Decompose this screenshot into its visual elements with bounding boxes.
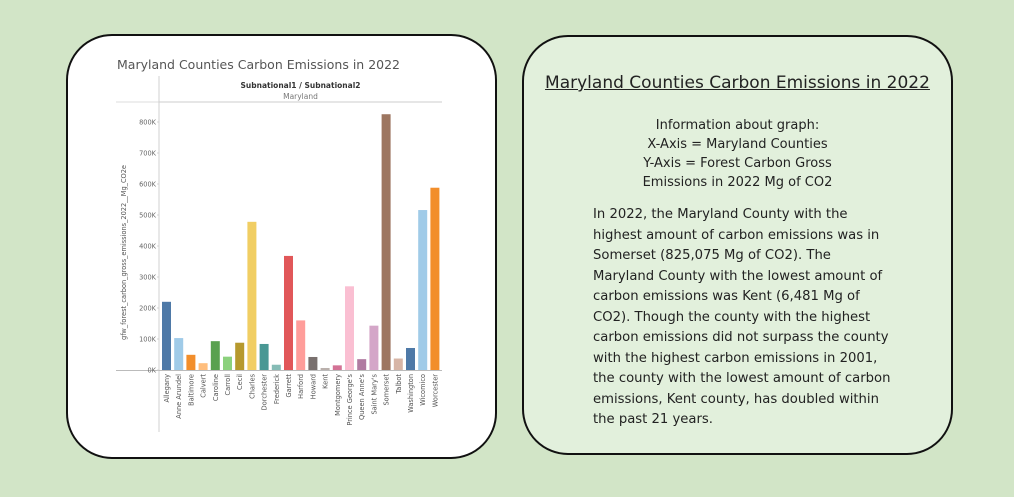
y-tick-label: 100K <box>139 336 157 344</box>
bar <box>369 325 379 370</box>
info-y-axis-line2: Emissions in 2022 Mg of CO2 <box>642 175 833 190</box>
info-y-axis-line1: Y-Axis = Forest Carbon Gross <box>643 156 832 171</box>
x-tick-label: Prince George's <box>346 373 354 425</box>
info-heading: Information about graph: <box>655 118 820 133</box>
bar <box>162 301 171 370</box>
y-tick-label: 0K <box>147 367 156 375</box>
y-tick-label: 400K <box>139 243 157 251</box>
x-tick-label: Somerset <box>383 374 391 406</box>
x-tick-label: Worcester <box>431 374 439 407</box>
bar <box>357 359 367 370</box>
bar <box>308 356 318 370</box>
x-tick-label: Baltimore <box>187 374 195 406</box>
bar <box>381 114 391 371</box>
x-tick-label: Talbot <box>395 374 403 395</box>
bar <box>296 320 306 370</box>
x-tick-label: Dorchester <box>261 374 269 411</box>
bar <box>430 187 440 370</box>
x-tick-label: Caroline <box>212 374 220 401</box>
info-x-axis: X-Axis = Maryland Counties <box>647 137 828 152</box>
bar <box>418 210 428 370</box>
x-tick-label: Howard <box>309 374 317 399</box>
x-tick-label: Kent <box>322 374 330 389</box>
x-tick-label: Washington <box>407 374 415 413</box>
x-tick-label: Cecil <box>236 374 244 390</box>
bar <box>235 342 245 370</box>
y-axis-title: gfw_forest_carbon_gross_emissions_2022__… <box>120 165 128 340</box>
x-tick-label: Montgomery <box>334 374 342 416</box>
bar <box>345 286 354 370</box>
bar <box>186 354 196 370</box>
x-tick-label: Queen Anne's <box>358 373 366 419</box>
bar <box>332 365 342 370</box>
x-tick-label: Harford <box>297 374 305 399</box>
bar <box>198 363 208 370</box>
x-tick-label: Garrett <box>285 374 293 398</box>
panel-title: Maryland Counties Carbon Emissions in 20… <box>545 73 930 93</box>
facet-header-top: Subnational1 / Subnational2 <box>241 81 361 90</box>
bar <box>284 255 293 370</box>
y-tick-label: 500K <box>139 212 157 220</box>
x-tick-label: Saint Mary's <box>370 373 378 414</box>
info-card <box>522 35 953 455</box>
summary-text: In 2022, the Maryland County with the hi… <box>593 207 891 427</box>
info-block: Information about graph: X-Axis = Maryla… <box>522 116 953 192</box>
y-tick-label: 200K <box>139 305 157 313</box>
x-tick-label: Frederick <box>273 374 281 404</box>
bar <box>210 341 220 370</box>
bar <box>247 221 257 370</box>
bar <box>174 338 184 370</box>
y-tick-label: 300K <box>139 274 157 282</box>
x-tick-label: Carroll <box>224 374 232 396</box>
y-tick-label: 600K <box>139 181 157 189</box>
chart-title: Maryland Counties Carbon Emissions in 20… <box>117 57 401 72</box>
y-tick-label: 800K <box>139 119 157 127</box>
bar <box>320 367 330 370</box>
bar <box>223 356 232 370</box>
bar <box>259 343 269 370</box>
y-tick-label: 700K <box>139 150 157 158</box>
x-tick-label: Charles <box>248 373 256 398</box>
bar <box>393 358 403 370</box>
facet-header-sub: Maryland <box>283 92 318 101</box>
bar <box>406 347 415 370</box>
x-tick-label: Calvert <box>200 374 208 398</box>
bar <box>271 364 281 370</box>
x-tick-label: Anne Arundel <box>175 374 183 419</box>
x-tick-label: Allegany <box>163 374 171 403</box>
x-tick-label: Wicomico <box>419 374 427 406</box>
